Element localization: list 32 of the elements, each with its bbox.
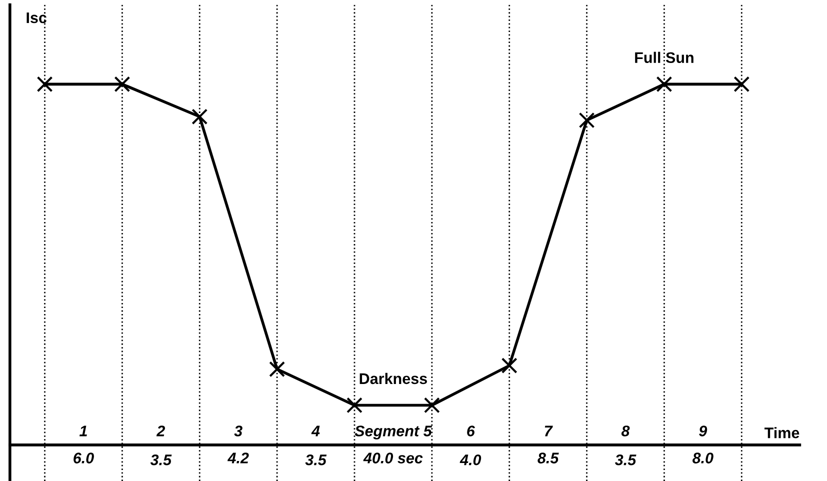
annotation: 2	[156, 426, 166, 436]
text: 4.2	[227, 452, 249, 464]
annotation: 1	[79, 426, 87, 436]
point	[656, 76, 672, 92]
point	[114, 76, 130, 92]
y-axis-title: Isc	[26, 12, 47, 24]
annotation: Segment 5	[354, 426, 432, 440]
point	[36, 76, 53, 92]
text: 8.5	[538, 452, 559, 464]
text: 6.0	[74, 452, 94, 464]
point	[424, 397, 440, 414]
text: 4.0	[460, 454, 482, 466]
text: 3.5	[614, 454, 636, 466]
text: 3.5	[150, 454, 172, 466]
text: 40.0 sec	[363, 452, 423, 464]
annotation: 8	[621, 426, 630, 436]
annotation: 6	[467, 426, 475, 436]
point	[578, 112, 595, 128]
point	[269, 361, 286, 378]
text: 8.0	[692, 452, 714, 464]
point	[501, 358, 518, 374]
annotation: 3	[234, 426, 242, 436]
point	[734, 76, 750, 92]
annotation: Darkness	[360, 372, 427, 384]
text: 3.5	[305, 454, 327, 466]
point	[346, 397, 362, 414]
annotation: 4	[311, 426, 320, 436]
annotation: 9	[699, 426, 708, 436]
x-axis-title: Time	[764, 427, 800, 438]
annotation: 7	[544, 426, 553, 436]
point	[192, 108, 208, 125]
text: Full Sun	[635, 52, 694, 64]
